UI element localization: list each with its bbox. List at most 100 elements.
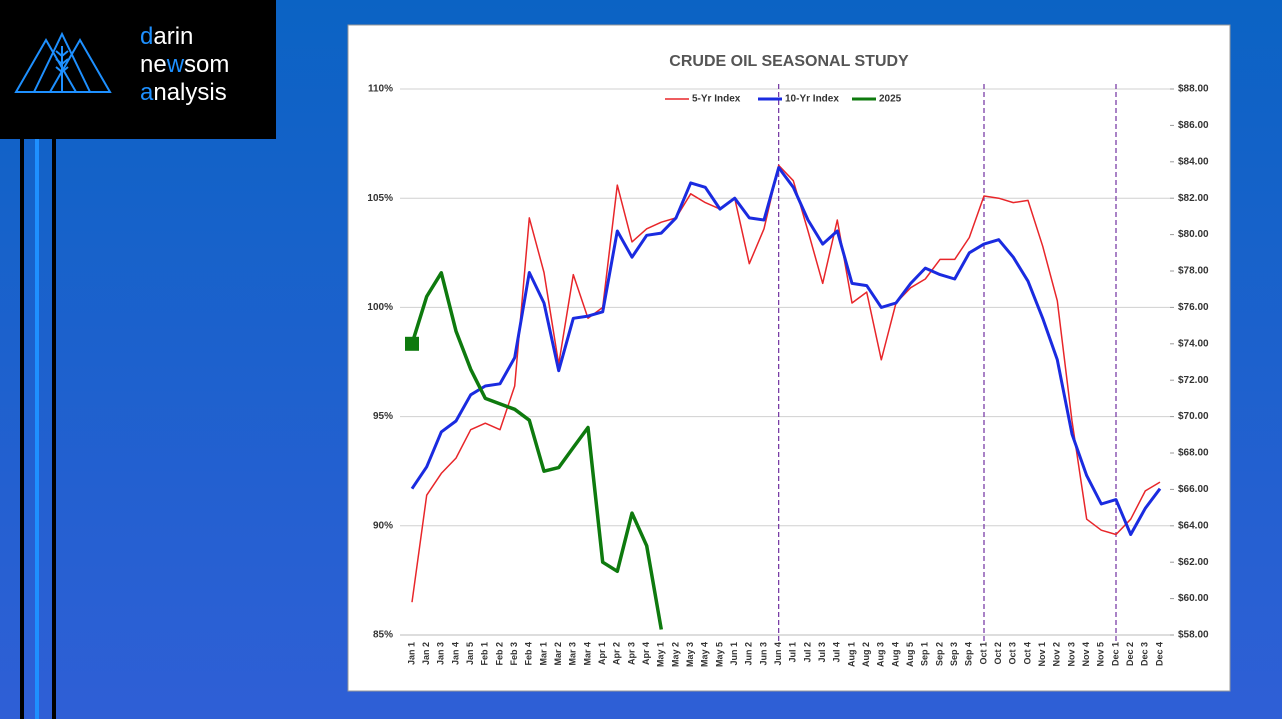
x-tick-label: Feb 2: [494, 642, 504, 666]
x-tick-label: Jun 2: [744, 642, 754, 666]
y-tick-label: 85%: [373, 630, 393, 641]
x-tick-label: Aug 3: [876, 642, 886, 667]
y2-tick-label: $76.00: [1178, 302, 1209, 313]
logo-segment: ne: [140, 51, 167, 78]
x-tick-label: Jul 3: [817, 642, 827, 663]
x-tick-label: Jun 1: [729, 642, 739, 666]
x-tick-label: Nov 3: [1066, 642, 1076, 667]
logo-line: newsom: [140, 51, 229, 78]
y2-tick-label: $58.00: [1178, 630, 1209, 641]
logo-segment: arin: [153, 23, 193, 50]
x-tick-label: Jun 3: [758, 642, 768, 666]
x-tick-label: Oct 3: [1008, 642, 1018, 665]
y-tick-label: 105%: [367, 193, 393, 204]
x-tick-label: Mar 4: [582, 642, 592, 666]
x-tick-label: Apr 3: [626, 642, 636, 665]
series-line: [410, 271, 664, 630]
y2-tick-label: $84.00: [1178, 156, 1209, 167]
x-tick-label: Aug 2: [861, 642, 871, 667]
y2-tick-label: $88.00: [1178, 84, 1209, 95]
x-tick-label: May 2: [670, 642, 680, 667]
x-tick-label: Nov 5: [1096, 642, 1106, 667]
logo-segment: a: [140, 79, 154, 106]
x-tick-label: Jan 1: [406, 642, 416, 665]
plot: 85% 90% 95% 100% 105% 110% $58.00 $60.00 $62.00 $…: [367, 84, 1209, 667]
y2-tick-label: $72.00: [1178, 375, 1209, 386]
y2-tick-label: $66.00: [1178, 484, 1209, 495]
x-tick-label: Oct 1: [978, 642, 988, 665]
y2-tick-label: $70.00: [1178, 411, 1209, 422]
logo-segment: nalysis: [153, 79, 226, 106]
x-tick-label: May 1: [656, 642, 666, 667]
x-tick-label: Aug 4: [890, 642, 900, 667]
x-tick-label: Sep 1: [920, 642, 930, 666]
x-tick-label: Oct 2: [993, 642, 1003, 665]
stripe: [35, 139, 39, 719]
x-tick-label: Jan 4: [450, 642, 460, 665]
x-tick-label: Mar 2: [553, 642, 563, 666]
chart-title: CRUDE OIL SEASONAL STUDY: [669, 53, 909, 70]
x-tick-label: Feb 4: [524, 642, 534, 666]
x-tick-label: Jan 3: [436, 642, 446, 665]
x-tick-label: Sep 3: [949, 642, 959, 666]
y-tick-label: 90%: [373, 520, 393, 531]
x-tick-label: Apr 4: [641, 642, 651, 665]
y-tick-label: 110%: [368, 84, 393, 95]
series-line: [410, 166, 1162, 536]
x-tick-label: Apr 1: [597, 642, 607, 665]
x-tick-label: Jan 2: [421, 642, 431, 665]
x-tick-label: May 4: [700, 642, 710, 667]
logo-line: darin: [140, 23, 193, 50]
legend-label: 2025: [879, 94, 902, 105]
logo-line: analysis: [140, 79, 227, 106]
x-tick-label: May 5: [714, 642, 724, 667]
logo-segment: som: [184, 51, 229, 78]
y2-tick-label: $68.00: [1178, 448, 1209, 459]
x-tick-label: Oct 4: [1022, 642, 1032, 665]
logo-segment: d: [140, 23, 153, 50]
series-line: [411, 164, 1161, 603]
x-tick-label: Jul 1: [788, 642, 798, 663]
x-tick-label: Sep 2: [934, 642, 944, 666]
x-tick-label: Dec 4: [1154, 642, 1164, 666]
x-tick-label: May 3: [685, 642, 695, 667]
x-tick-label: Feb 3: [509, 642, 519, 666]
legend-label: 5-Yr Index: [692, 94, 741, 105]
x-tick-label: Jan 5: [465, 642, 475, 665]
x-tick-label: Apr 2: [612, 642, 622, 665]
legend-label: 10-Yr Index: [785, 94, 839, 105]
x-tick-label: Jun 4: [773, 642, 783, 666]
y2-tick-label: $78.00: [1178, 266, 1209, 277]
stripe: [20, 139, 24, 719]
y2-tick-label: $80.00: [1178, 229, 1209, 240]
x-tick-label: Dec 2: [1125, 642, 1135, 666]
x-tick-label: Feb 1: [480, 642, 490, 666]
x-tick-label: Jul 2: [802, 642, 812, 663]
logo-mark: [14, 31, 112, 93]
y2-tick-label: $60.00: [1178, 593, 1209, 604]
series-marker: [405, 336, 419, 351]
logo-box: [0, 0, 276, 139]
x-tick-label: Dec 1: [1110, 642, 1120, 666]
stripe: [52, 139, 56, 719]
x-tick-label: Aug 1: [846, 642, 856, 667]
x-tick-label: Nov 4: [1081, 642, 1091, 667]
x-tick-label: Nov 2: [1052, 642, 1062, 667]
x-tick-label: Dec 3: [1140, 642, 1150, 666]
y2-tick-label: $62.00: [1178, 557, 1209, 568]
y-tick-label: 100%: [367, 302, 393, 313]
x-tick-label: Sep 4: [964, 642, 974, 666]
y2-tick-label: $74.00: [1178, 338, 1209, 349]
logo-segment: w: [166, 51, 185, 78]
y2-tick-label: $82.00: [1178, 193, 1209, 204]
y2-tick-label: $64.00: [1178, 520, 1209, 531]
y-tick-label: 95%: [373, 411, 393, 422]
chart-area: [347, 24, 1231, 692]
x-tick-label: Jul 4: [832, 642, 842, 663]
x-tick-label: Nov 1: [1037, 642, 1047, 667]
x-tick-label: Mar 1: [538, 642, 548, 666]
x-tick-label: Aug 5: [905, 642, 915, 667]
y2-tick-label: $86.00: [1178, 120, 1209, 131]
